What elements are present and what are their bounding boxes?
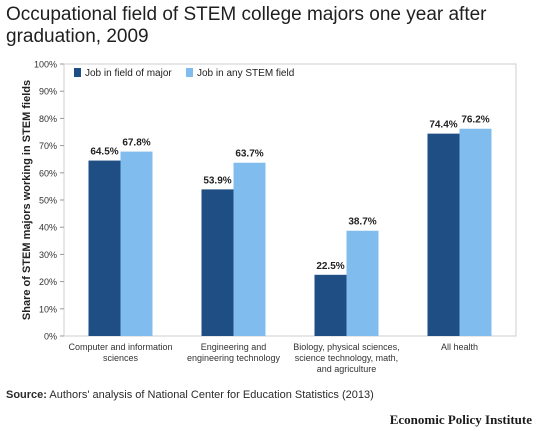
legend-label: Job in any STEM field bbox=[197, 68, 294, 79]
y-tick-label: 90% bbox=[39, 87, 57, 97]
y-tick-label: 10% bbox=[39, 304, 57, 314]
x-tick-label: sciences bbox=[103, 353, 139, 363]
legend-label: Job in field of major bbox=[85, 68, 172, 79]
y-tick-label: 70% bbox=[39, 141, 57, 151]
y-tick-label: 60% bbox=[39, 168, 57, 178]
x-tick-label: All health bbox=[441, 342, 478, 352]
x-tick-label: engineering technology bbox=[187, 353, 281, 363]
data-label: 64.5% bbox=[90, 147, 118, 158]
bar bbox=[201, 189, 234, 336]
brand-logo: Economic Policy Institute bbox=[389, 412, 532, 427]
y-tick-label: 40% bbox=[39, 223, 57, 233]
data-label: 76.2% bbox=[461, 115, 489, 126]
bar bbox=[120, 151, 153, 336]
y-tick-label: 50% bbox=[39, 196, 57, 206]
y-tick-label: 0% bbox=[44, 332, 57, 342]
y-axis-label: Share of STEM majors working in STEM fie… bbox=[21, 80, 33, 320]
y-tick-label: 80% bbox=[39, 114, 57, 124]
y-tick-label: 30% bbox=[39, 250, 57, 260]
y-tick-label: 100% bbox=[34, 60, 57, 70]
bar bbox=[459, 128, 492, 336]
x-tick-label: Biology, physical sciences, bbox=[293, 342, 399, 352]
source-note: Source: Authors' analysis of National Ce… bbox=[6, 389, 374, 401]
data-label: 22.5% bbox=[316, 261, 344, 272]
x-tick-label: Engineering and bbox=[201, 342, 267, 352]
y-tick-label: 20% bbox=[39, 277, 57, 287]
source-label: Source: bbox=[6, 389, 47, 401]
data-label: 38.7% bbox=[348, 217, 376, 228]
source-text: Authors' analysis of National Center for… bbox=[49, 389, 374, 401]
bar bbox=[314, 274, 347, 336]
bar bbox=[88, 160, 121, 336]
chart-title: Occupational field of STEM college major… bbox=[6, 4, 487, 47]
bar bbox=[233, 162, 266, 336]
bar bbox=[427, 133, 460, 336]
bar bbox=[346, 230, 379, 336]
x-tick-label: science technology, math, bbox=[295, 353, 398, 363]
data-label: 53.9% bbox=[203, 175, 231, 186]
data-label: 74.4% bbox=[429, 120, 457, 131]
data-label: 67.8% bbox=[122, 138, 150, 149]
legend-swatch bbox=[74, 68, 81, 77]
legend-swatch bbox=[186, 68, 193, 77]
x-tick-label: Computer and information bbox=[68, 342, 172, 352]
data-label: 63.7% bbox=[235, 149, 263, 160]
x-tick-label: and agriculture bbox=[317, 364, 377, 374]
